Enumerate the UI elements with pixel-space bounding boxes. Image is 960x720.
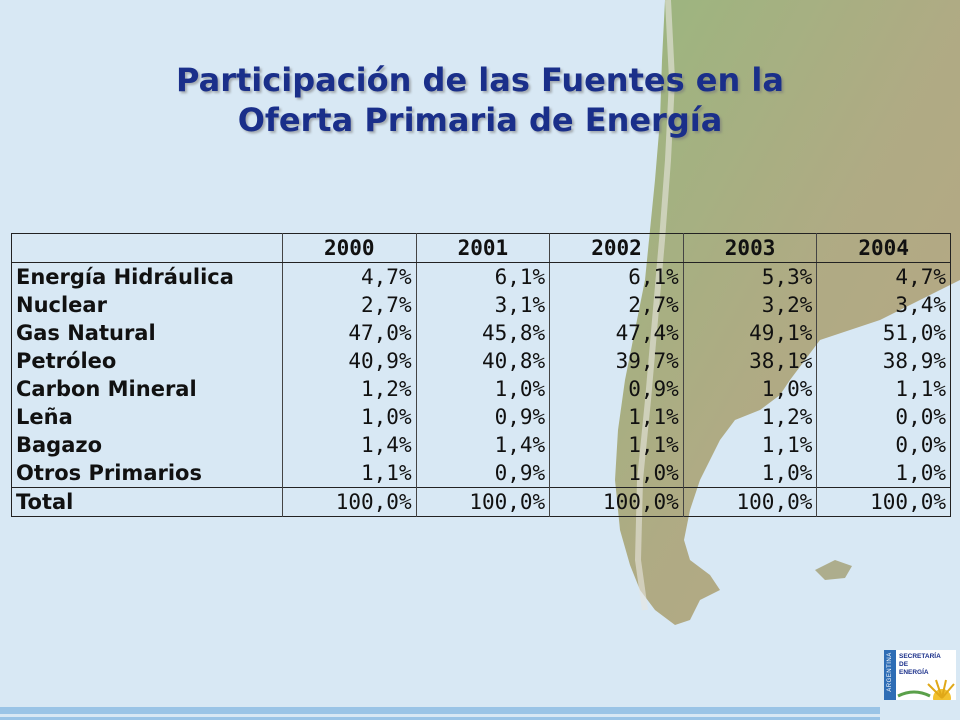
cell-value: 4,7% xyxy=(282,262,417,291)
cell-value: 51,0% xyxy=(816,319,951,347)
cell-value: 49,1% xyxy=(682,319,817,347)
year-header: 2000 xyxy=(282,233,417,263)
year-header: 2002 xyxy=(549,233,684,263)
table-row: Nuclear 2,7% 3,1% 2,7% 3,2% 3,4% xyxy=(12,291,951,319)
cell-value: 47,4% xyxy=(549,319,684,347)
total-value: 100,0% xyxy=(549,487,684,517)
cell-value: 1,2% xyxy=(682,403,817,431)
footer-stripe-thin xyxy=(0,717,880,720)
table-row: Otros Primarios 1,1% 0,9% 1,0% 1,0% 1,0% xyxy=(12,459,951,488)
footer-stripe xyxy=(0,707,880,714)
falkland-islands xyxy=(815,560,852,580)
cell-value: 5,3% xyxy=(682,262,817,291)
logo-text: SECRETARÍA DE ENERGÍA xyxy=(899,653,951,677)
cell-value: 1,0% xyxy=(816,459,951,488)
table-header-row: 2000 2001 2002 2003 2004 xyxy=(11,233,951,263)
cell-value: 6,1% xyxy=(549,262,684,291)
secretaria-energia-logo: ARGENTINA SECRETARÍA DE ENERGÍA xyxy=(884,650,956,700)
cell-value: 1,1% xyxy=(682,431,817,459)
cell-value: 47,0% xyxy=(282,319,417,347)
cell-value: 4,7% xyxy=(816,262,951,291)
page-title: Participación de las Fuentes en la Ofert… xyxy=(0,60,960,140)
total-row: Total 100,0% 100,0% 100,0% 100,0% 100,0% xyxy=(11,487,951,517)
table-row: Petróleo 40,9% 40,8% 39,7% 38,1% 38,9% xyxy=(12,347,951,375)
total-label: Total xyxy=(11,487,283,517)
logo-line-3: ENERGÍA xyxy=(899,669,929,676)
total-value: 100,0% xyxy=(682,487,817,517)
cell-value: 1,4% xyxy=(415,431,550,459)
cell-value: 3,1% xyxy=(415,291,550,319)
logo-side-band: ARGENTINA xyxy=(884,650,896,700)
cell-value: 40,8% xyxy=(415,347,550,375)
cell-value: 1,1% xyxy=(816,375,951,403)
row-label: Petróleo xyxy=(16,349,117,373)
cell-value: 40,9% xyxy=(282,347,417,375)
total-value: 100,0% xyxy=(415,487,550,517)
cell-value: 0,9% xyxy=(415,403,550,431)
cell-value: 1,0% xyxy=(549,459,684,488)
cell-value: 1,1% xyxy=(282,459,417,488)
cell-value: 6,1% xyxy=(415,262,550,291)
cell-value: 1,0% xyxy=(282,403,417,431)
row-label: Leña xyxy=(16,405,73,429)
cell-value: 38,9% xyxy=(816,347,951,375)
table-row: Carbon Mineral 1,2% 1,0% 0,9% 1,0% 1,1% xyxy=(12,375,951,403)
year-header: 2004 xyxy=(816,233,951,263)
cell-value: 3,4% xyxy=(816,291,951,319)
cell-value: 45,8% xyxy=(415,319,550,347)
table-row: Energía Hidráulica 4,7% 6,1% 6,1% 5,3% 4… xyxy=(12,262,951,291)
cell-value: 0,0% xyxy=(816,403,951,431)
cell-value: 0,0% xyxy=(816,431,951,459)
total-value: 100,0% xyxy=(282,487,417,517)
row-label: Gas Natural xyxy=(16,321,156,345)
cell-value: 1,2% xyxy=(282,375,417,403)
year-header: 2003 xyxy=(682,233,817,263)
cell-value: 2,7% xyxy=(282,291,417,319)
cell-value: 39,7% xyxy=(549,347,684,375)
row-label: Bagazo xyxy=(16,433,103,457)
cell-value: 1,0% xyxy=(415,375,550,403)
table-row: Gas Natural 47,0% 45,8% 47,4% 49,1% 51,0… xyxy=(12,319,951,347)
row-label: Carbon Mineral xyxy=(16,377,197,401)
cell-value: 2,7% xyxy=(549,291,684,319)
cell-value: 1,1% xyxy=(549,403,684,431)
header-blank-cell xyxy=(11,233,283,263)
table-row: Bagazo 1,4% 1,4% 1,1% 1,1% 0,0% xyxy=(12,431,951,459)
cell-value: 38,1% xyxy=(682,347,817,375)
sun-rays-icon xyxy=(897,679,955,700)
cell-value: 1,0% xyxy=(682,375,817,403)
cell-value: 0,9% xyxy=(549,375,684,403)
cell-value: 1,4% xyxy=(282,431,417,459)
row-label: Otros Primarios xyxy=(16,461,202,485)
logo-line-2: DE xyxy=(899,661,909,668)
row-label: Energía Hidráulica xyxy=(16,265,234,289)
title-line-1: Participación de las Fuentes en la xyxy=(176,61,784,99)
table-row: Leña 1,0% 0,9% 1,1% 1,2% 0,0% xyxy=(12,403,951,431)
title-line-2: Oferta Primaria de Energía xyxy=(237,101,723,139)
cell-value: 1,0% xyxy=(682,459,817,488)
logo-line-1: SECRETARÍA xyxy=(899,653,941,660)
cell-value: 1,1% xyxy=(549,431,684,459)
year-header: 2001 xyxy=(415,233,550,263)
cell-value: 0,9% xyxy=(415,459,550,488)
total-value: 100,0% xyxy=(816,487,951,517)
cell-value: 3,2% xyxy=(682,291,817,319)
energy-share-table: 2000 2001 2002 2003 2004 Energía Hidrául… xyxy=(11,233,951,517)
row-label: Nuclear xyxy=(16,293,107,317)
